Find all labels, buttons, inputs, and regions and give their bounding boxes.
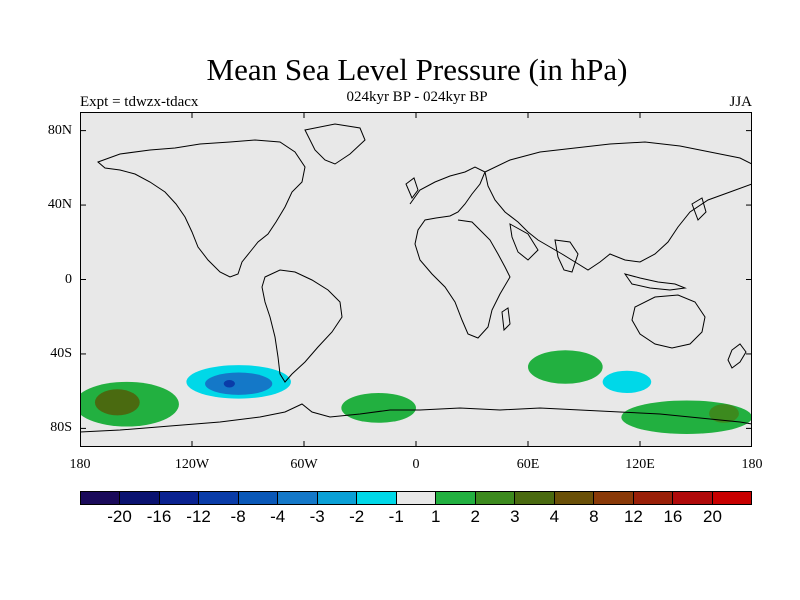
- anomaly-south-pacific-low-core: [205, 372, 273, 395]
- colorbar-label: 8: [589, 507, 599, 526]
- lon-tick-label: 120E: [625, 457, 655, 472]
- colorbar-swatch: [396, 492, 437, 504]
- colorbar-swatch: [554, 492, 595, 504]
- colorbar-swatch: [238, 492, 279, 504]
- colorbar-label: -2: [349, 507, 365, 526]
- anomaly-weddell-high: [341, 393, 416, 423]
- anomaly-pacific-sector-high-core: [94, 389, 140, 416]
- map-canvas: [80, 112, 752, 447]
- anomaly-east-antarctic-high-core: [709, 404, 739, 423]
- colorbar-label: -4: [270, 507, 286, 526]
- coast-india: [554, 239, 579, 273]
- colorbar-label: 2: [470, 507, 481, 526]
- anomaly-south-atlantic-high: [528, 350, 603, 384]
- lon-tick-label: 0: [412, 457, 420, 472]
- coast-australia: [631, 294, 706, 349]
- colorbar-swatch: [81, 492, 121, 504]
- coast-greenland: [304, 123, 366, 165]
- colorbar-label: 1: [431, 507, 441, 526]
- colorbar-label: -12: [186, 507, 211, 526]
- colorbar-label: 20: [703, 507, 722, 526]
- coast-new-zealand: [727, 343, 747, 369]
- coast-asia: [484, 141, 752, 271]
- colorbar-swatch: [199, 492, 239, 504]
- coast-indonesia: [623, 273, 687, 291]
- coast-japan: [691, 197, 707, 221]
- anomaly-indian-ocean-low: [602, 370, 652, 394]
- anomaly-south-pacific-low-center: [223, 380, 235, 388]
- lon-tick-label: 60W: [290, 457, 318, 472]
- coast-antarctica: [80, 403, 752, 433]
- coastlines: [80, 123, 752, 433]
- colorbar-label: -1: [388, 507, 404, 526]
- coast-europe-africa: [409, 166, 511, 339]
- season-label: JJA: [729, 94, 752, 110]
- colorbar-swatch: [515, 492, 555, 504]
- experiment-label: Expt = tdwzx-tdacx: [80, 94, 199, 110]
- lat-tick-label: 80S: [50, 420, 72, 436]
- page-title: Mean Sea Level Pressure (in hPa): [206, 52, 628, 87]
- anomaly-layer: [80, 350, 752, 434]
- lat-tick-label: 40S: [50, 345, 72, 361]
- colorbar-label: -20: [107, 507, 132, 526]
- colorbar-label: -3: [309, 507, 325, 526]
- map-background: [80, 112, 752, 447]
- colorbar-swatch: [317, 492, 358, 504]
- lon-tick-label: 60E: [516, 457, 540, 472]
- colorbar-label: 12: [623, 507, 643, 526]
- colorbar-swatch: [475, 492, 516, 504]
- colorbar-swatch: [120, 492, 160, 504]
- colorbar-swatch: [633, 492, 674, 504]
- coast-uk: [405, 177, 419, 199]
- lat-tick-label: 40N: [47, 197, 72, 213]
- colorbar-label: 3: [510, 507, 520, 526]
- lat-tick-label: 0: [65, 271, 72, 287]
- colorbar-swatch: [278, 492, 318, 504]
- colorbar: [80, 491, 752, 505]
- colorbar-swatch: [712, 492, 751, 504]
- coast-north-america: [97, 139, 306, 278]
- colorbar-label: 4: [549, 507, 560, 526]
- colorbar-label: -16: [146, 507, 172, 526]
- coast-arabia: [509, 223, 539, 261]
- coast-madagascar: [501, 307, 511, 332]
- colorbar-swatch: [594, 492, 634, 504]
- lat-tick-label: 80N: [47, 122, 72, 138]
- colorbar-label: -8: [230, 507, 246, 526]
- coast-south-america: [261, 269, 343, 383]
- period-subtitle: 024kyr BP - 024kyr BP: [346, 89, 488, 105]
- colorbar-swatch: [159, 492, 200, 504]
- colorbar-label: 16: [663, 507, 683, 526]
- colorbar-swatch: [436, 492, 476, 504]
- colorbar-swatch: [673, 492, 713, 504]
- lon-tick-label: 180: [741, 457, 763, 472]
- lon-tick-label: 120W: [174, 457, 210, 472]
- map-plot: [80, 112, 752, 447]
- lon-tick-label: 180: [69, 457, 91, 472]
- colorbar-swatch: [357, 492, 397, 504]
